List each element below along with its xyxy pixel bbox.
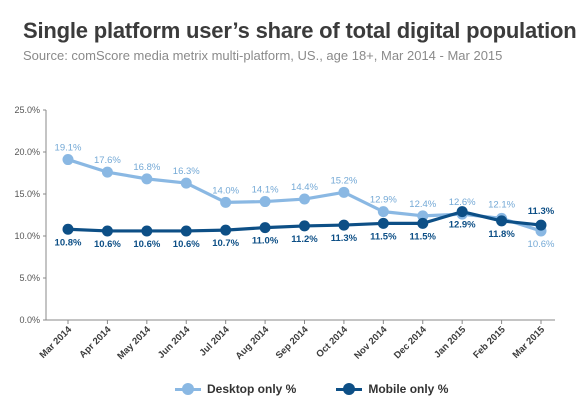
mobile-point — [456, 206, 468, 218]
desktop-data-label: 14.4% — [291, 182, 318, 193]
mobile-data-label: 10.7% — [212, 238, 239, 249]
desktop-data-label: 10.6% — [528, 239, 555, 250]
mobile-point — [377, 217, 389, 229]
desktop-point — [259, 196, 271, 208]
x-tick-label: Apr 2014 — [77, 324, 114, 361]
desktop-point — [299, 193, 310, 205]
x-tick-label: Feb 2015 — [471, 324, 508, 361]
mobile-point — [299, 220, 310, 232]
legend: Desktop only % Mobile only % — [175, 382, 488, 396]
desktop-point — [141, 173, 153, 185]
x-tick-label: May 2014 — [115, 324, 153, 362]
mobile-data-label: 11.5% — [370, 231, 397, 242]
desktop-data-label: 14.0% — [212, 185, 239, 196]
mobile-point — [496, 215, 508, 227]
legend-label-mobile: Mobile only % — [368, 382, 449, 396]
desktop-data-label: 12.4% — [409, 199, 436, 210]
y-tick-label: 0.0% — [19, 315, 40, 325]
legend-item-desktop[interactable]: Desktop only % — [175, 382, 296, 396]
legend-swatch-mobile — [336, 383, 363, 395]
desktop-data-label: 14.1% — [252, 185, 279, 196]
x-tick-label: Jun 2014 — [156, 324, 193, 361]
x-tick-label: Oct 2014 — [314, 324, 350, 360]
desktop-point — [101, 166, 113, 178]
desktop-data-label: 16.8% — [133, 162, 160, 173]
chart-subtitle: Source: comScore media metrix multi-plat… — [23, 48, 503, 63]
desktop-data-label: 12.6% — [449, 197, 476, 208]
desktop-point — [417, 210, 429, 222]
x-tick-label: Nov 2014 — [352, 324, 390, 362]
desktop-point — [377, 206, 389, 218]
mobile-data-label: 10.6% — [173, 239, 200, 250]
mobile-data-label: 10.8% — [55, 237, 82, 248]
mobile-series — [62, 206, 547, 237]
desktop-data-label: 16.3% — [173, 166, 200, 177]
y-tick-label: 5.0% — [19, 273, 40, 283]
y-tick-label: 15.0% — [14, 189, 40, 199]
mobile-point — [141, 225, 153, 237]
x-tick-label: Aug 2014 — [234, 324, 272, 362]
legend-item-mobile[interactable]: Mobile only % — [336, 382, 448, 396]
mobile-data-label: 10.6% — [94, 239, 121, 250]
x-tick-label: Dec 2014 — [392, 324, 429, 361]
mobile-point — [62, 223, 74, 235]
x-tick-label: Jan 2015 — [432, 324, 469, 361]
mobile-data-label: 11.5% — [410, 231, 437, 242]
mobile-point — [220, 224, 232, 236]
mobile-data-label: 11.3% — [331, 233, 358, 244]
mobile-point — [417, 217, 429, 229]
desktop-data-label: 12.9% — [370, 195, 397, 206]
x-tick-label: Sep 2014 — [274, 324, 311, 361]
legend-label-desktop: Desktop only % — [207, 382, 297, 396]
y-tick-label: 25.0% — [14, 105, 40, 115]
mobile-data-label: 11.2% — [291, 234, 318, 245]
desktop-point — [180, 177, 192, 189]
chart-axes: 0.0% 5.0% 10.0% 15.0% 20.0% 25.0% Mar 2014 Apr … — [14, 105, 555, 362]
desktop-point — [338, 186, 350, 198]
mobile-data-label: 12.9% — [449, 220, 476, 231]
x-tick-label: Jul 2014 — [197, 324, 232, 359]
legend-swatch-desktop — [175, 383, 201, 395]
mobile-point — [180, 225, 192, 237]
mobile-data-label: 11.8% — [488, 229, 515, 240]
mobile-data-label: 11.0% — [252, 236, 279, 247]
desktop-data-label: 19.1% — [55, 143, 82, 154]
y-tick-label: 20.0% — [14, 147, 40, 157]
desktop-data-label: 15.2% — [330, 175, 357, 186]
x-tick-label: Mar 2015 — [511, 324, 548, 361]
chart-title: Single platform user’s share of total di… — [23, 18, 577, 43]
mobile-point — [259, 222, 271, 234]
desktop-point — [220, 196, 232, 208]
data-labels: 19.1% 17.6% 16.8% 16.3% 14.0% 14.1% 14.4% 15.2%… — [55, 143, 555, 250]
x-tick-label: Mar 2014 — [38, 324, 75, 361]
y-tick-label: 10.0% — [14, 231, 40, 241]
desktop-data-label: 17.6% — [94, 155, 121, 166]
mobile-point — [535, 219, 547, 231]
mobile-point — [101, 225, 113, 237]
mobile-data-label: 11.3% — [528, 206, 555, 217]
desktop-point — [62, 154, 74, 166]
mobile-data-label: 10.6% — [133, 239, 160, 250]
mobile-point — [338, 219, 350, 231]
desktop-data-label: 12.1% — [488, 199, 515, 210]
